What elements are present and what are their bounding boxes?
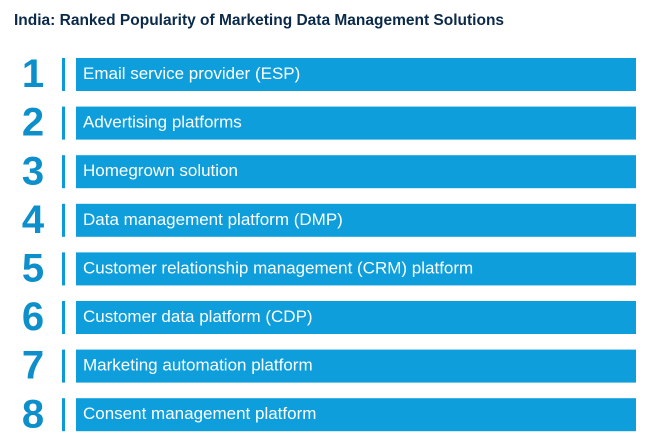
divider bbox=[62, 398, 65, 432]
rank-number: 3 bbox=[22, 149, 44, 193]
divider bbox=[62, 203, 65, 237]
divider bbox=[62, 349, 65, 383]
item-bar bbox=[76, 349, 636, 383]
item-label: Customer relationship management (CRM) p… bbox=[83, 258, 473, 277]
item-bar bbox=[76, 155, 636, 189]
item-label: Data management platform (DMP) bbox=[83, 210, 343, 229]
item-label: Marketing automation platform bbox=[83, 356, 313, 375]
item-bar bbox=[76, 301, 636, 334]
divider bbox=[62, 301, 65, 334]
divider bbox=[62, 252, 65, 286]
rank-number: 6 bbox=[22, 295, 44, 339]
rank-number: 8 bbox=[22, 392, 44, 436]
item-bar bbox=[76, 203, 636, 237]
rank-number: 4 bbox=[22, 198, 45, 242]
item-label: Homegrown solution bbox=[83, 161, 238, 180]
divider bbox=[62, 106, 65, 140]
rank-number: 7 bbox=[22, 344, 44, 388]
item-bar bbox=[76, 58, 636, 91]
item-label: Customer data platform (CDP) bbox=[83, 307, 313, 326]
item-label: Email service provider (ESP) bbox=[83, 64, 300, 83]
divider bbox=[62, 155, 65, 189]
item-bar bbox=[76, 106, 636, 140]
rank-number: 2 bbox=[22, 101, 44, 145]
divider bbox=[62, 58, 65, 91]
item-label: Consent management platform bbox=[83, 404, 316, 423]
item-bar bbox=[76, 252, 636, 286]
title: India: Ranked Popularity of Marketing Da… bbox=[14, 12, 504, 29]
rank-number: 5 bbox=[22, 246, 44, 290]
item-label: Advertising platforms bbox=[83, 113, 242, 132]
item-bar bbox=[76, 398, 636, 432]
rank-number: 1 bbox=[22, 52, 44, 96]
